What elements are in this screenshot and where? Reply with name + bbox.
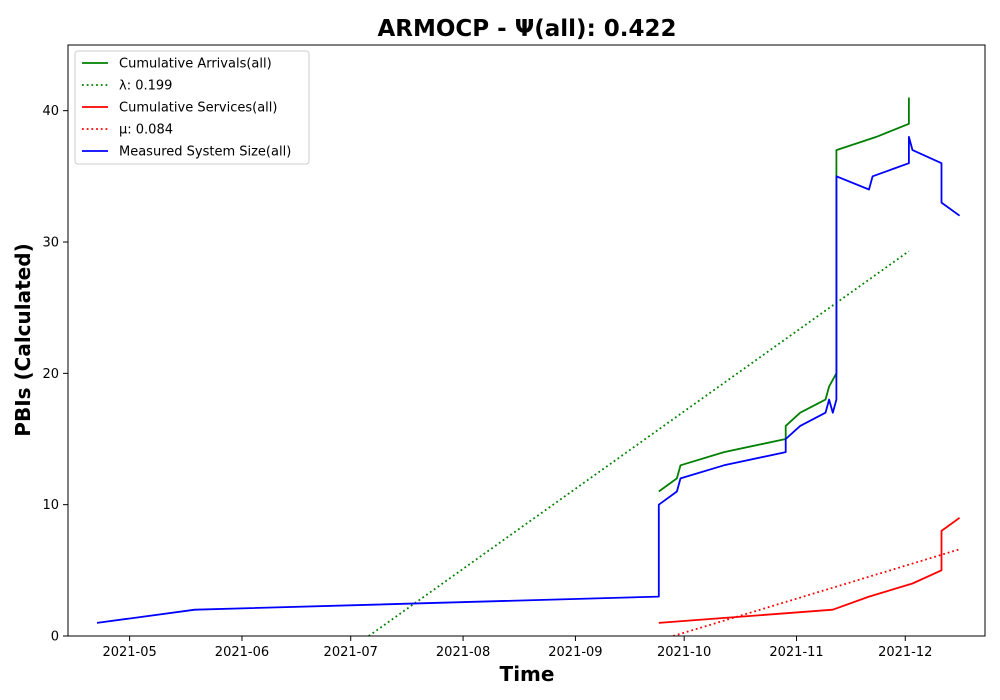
x-tick-label: 2021-12 <box>878 645 932 660</box>
x-tick-label: 2021-05 <box>102 645 156 660</box>
y-tick-label: 40 <box>42 104 59 119</box>
y-tick-label: 20 <box>42 367 59 382</box>
series-line-4 <box>96 135 961 624</box>
chart-title: ARMOCP - Ψ(all): 0.422 <box>377 16 676 42</box>
x-axis-label: Time <box>500 662 555 686</box>
legend-label-0: Cumulative Arrivals(all) <box>119 57 272 72</box>
y-tick-label: 10 <box>42 498 59 513</box>
y-axis-label: PBIs (Calculated) <box>11 243 35 436</box>
plot-area <box>67 44 986 637</box>
x-tick-label: 2021-08 <box>436 645 490 660</box>
legend-label-2: Cumulative Services(all) <box>119 101 277 116</box>
series-line-2 <box>658 517 961 624</box>
x-tick-label: 2021-10 <box>657 645 711 660</box>
series-line-3 <box>673 548 960 636</box>
x-axis: 2021-05 2021-06 2021-07 2021-08 2021-09 2021-… <box>102 636 932 660</box>
x-tick-label: 2021-06 <box>215 645 269 660</box>
legend-label-4: Measured System Size(all) <box>119 145 291 160</box>
legend: Cumulative Arrivals(all) λ: 0.199 Cumulati… <box>74 50 310 165</box>
x-tick-label: 2021-11 <box>769 645 823 660</box>
legend-label-1: λ: 0.199 <box>119 79 172 94</box>
series-line-1 <box>368 250 910 636</box>
legend-label-3: μ: 0.084 <box>119 123 173 138</box>
legend-box <box>74 50 310 165</box>
y-tick-label: 30 <box>42 236 59 251</box>
x-tick-label: 2021-07 <box>324 645 378 660</box>
y-axis: 0 10 20 30 40 <box>42 104 68 645</box>
series-group <box>96 97 961 636</box>
y-tick-label: 0 <box>51 630 59 645</box>
series-line-0 <box>658 97 910 493</box>
axes-frame <box>67 44 986 637</box>
x-tick-label: 2021-09 <box>548 645 602 660</box>
